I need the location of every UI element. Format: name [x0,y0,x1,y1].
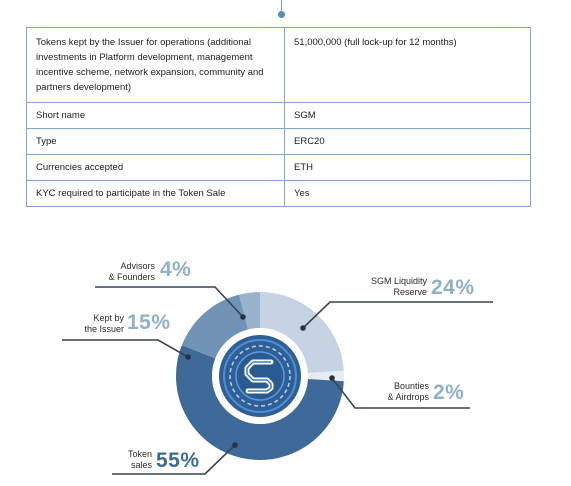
table-key: Tokens kept by the Issuer for operations… [26,27,285,103]
label-line: the Issuer [84,324,124,334]
slice-value-token-sales: 55% [156,449,200,472]
table-value: 51,000,000 (full lock-up for 12 months) [284,27,531,103]
label-line: Kept by [93,313,124,323]
label-line: Token [127,449,152,459]
slice-label-kept-by-issuer: Kept by the Issuer [62,313,124,335]
slice-value-kept-by-issuer: 15% [127,311,171,334]
table-row: KYC required to participate in the Token… [26,180,531,207]
leader-advisors [95,286,244,318]
table-value: Yes [284,180,531,207]
label-line: Advisors [120,261,155,271]
table-value: ETH [284,154,531,181]
pie-slices [176,292,344,460]
table-row: Short name SGM [26,102,531,129]
connector-dot [278,11,285,18]
label-line: Bounties [393,381,429,391]
slice-label-bounties: Bounties & Airdrops [368,381,429,403]
leader-liquidity-reserve [302,301,493,329]
label-line: & Founders [108,272,155,282]
slice-value-advisors: 4% [160,258,192,281]
connector-line [281,0,282,13]
slice-label-token-sales: Token sales [112,449,152,471]
slice-liquidity-reserve [260,292,344,373]
slice-label-advisors: Advisors & Founders [95,261,155,283]
slice-label-liquidity-reserve: SGM Liquidity Reserve [345,276,427,298]
leader-advisors-dot [240,314,246,320]
label-leader-lines [62,286,493,475]
label-line: Reserve [393,287,427,297]
slice-bounties [307,370,344,382]
slice-value-liquidity-reserve: 24% [431,276,475,299]
label-line: SGM Liquidity [370,276,427,286]
table-key: KYC required to participate in the Token… [26,180,285,207]
leader-bounties [331,377,470,409]
label-line: sales [130,460,152,470]
slice-kept-by-issuer [181,294,249,359]
leader-liquidity-reserve-dot [300,325,306,331]
label-line: & Airdrops [387,392,429,402]
leader-kept-by-issuer [62,339,189,358]
leader-kept-by-issuer-dot [185,354,191,360]
table-value: ERC20 [284,128,531,155]
table-row: Type ERC20 [26,128,531,155]
table-row: Tokens kept by the Issuer for operations… [26,27,531,103]
sgm-logo-icon [212,328,308,424]
table-key: Short name [26,102,285,129]
leader-token-sales-dot [232,442,238,448]
slice-token-sales [176,345,344,460]
slice-value-bounties: 2% [433,381,465,404]
slice-advisors [239,292,260,330]
leader-token-sales [112,444,236,475]
leader-bounties-dot [329,375,335,381]
token-info-table: Tokens kept by the Issuer for operations… [26,27,531,207]
